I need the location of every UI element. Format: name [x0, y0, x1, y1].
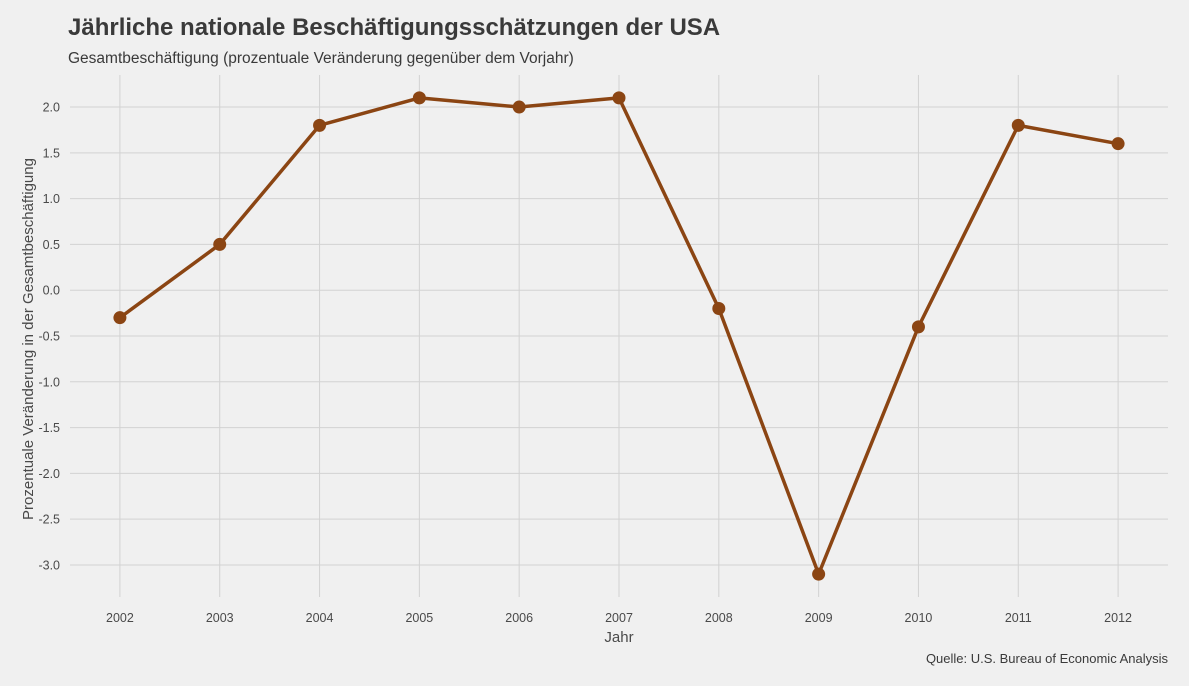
- data-point: [812, 567, 826, 581]
- y-tick-label: -1.0: [38, 375, 60, 389]
- data-point: [712, 302, 726, 316]
- x-tick-label: 2003: [206, 611, 234, 625]
- y-tick-labels: 2.0 1.5 1.0 0.5 0.0 -0.5 -1.0 -1.5 -2.0 -2.5 -3.0: [38, 101, 60, 573]
- data-point: [113, 311, 127, 325]
- x-tick-label: 2005: [405, 611, 433, 625]
- x-tick-label: 2002: [106, 611, 134, 625]
- x-tick-labels: 2002 2003 2004 2005 2006 2007 2008 2009 2010 2011…: [106, 611, 1132, 625]
- grid-lines: [70, 75, 1168, 597]
- x-tick-label: 2010: [905, 611, 933, 625]
- chart-title: Jährliche nationale Beschäftigungsschätz…: [68, 14, 721, 41]
- y-tick-label: 2.0: [43, 101, 60, 115]
- y-tick-label: -2.0: [38, 467, 60, 481]
- x-tick-label: 2009: [805, 611, 833, 625]
- y-axis-title: Prozentuale Veränderung in der Gesamtbes…: [20, 158, 37, 520]
- x-axis-title: Jahr: [604, 629, 633, 646]
- y-tick-label: 0.0: [43, 284, 60, 298]
- y-tick-label: 1.5: [43, 146, 60, 160]
- y-tick-label: -2.5: [38, 513, 60, 527]
- x-tick-label: 2004: [306, 611, 334, 625]
- x-tick-label: 2011: [1005, 611, 1032, 625]
- y-tick-label: 1.0: [43, 192, 60, 206]
- x-tick-label: 2007: [605, 611, 633, 625]
- data-point: [1011, 118, 1025, 132]
- x-tick-label: 2012: [1104, 611, 1132, 625]
- data-point: [512, 100, 526, 114]
- data-point: [313, 118, 327, 132]
- y-tick-label: -1.5: [38, 421, 60, 435]
- chart-caption: Quelle: U.S. Bureau of Economic Analysis: [925, 651, 1168, 666]
- data-point: [213, 237, 227, 251]
- data-point: [1111, 137, 1125, 151]
- chart-subtitle: Gesamtbeschäftigung (prozentuale Verände…: [68, 50, 574, 67]
- y-tick-label: 0.5: [43, 238, 60, 252]
- y-tick-label: -0.5: [38, 330, 60, 344]
- data-point: [911, 320, 925, 334]
- data-point: [412, 91, 426, 105]
- y-tick-label: -3.0: [38, 558, 60, 572]
- x-tick-label: 2008: [705, 611, 733, 625]
- data-point: [612, 91, 626, 105]
- data-points: [113, 91, 1125, 581]
- x-tick-label: 2006: [505, 611, 533, 625]
